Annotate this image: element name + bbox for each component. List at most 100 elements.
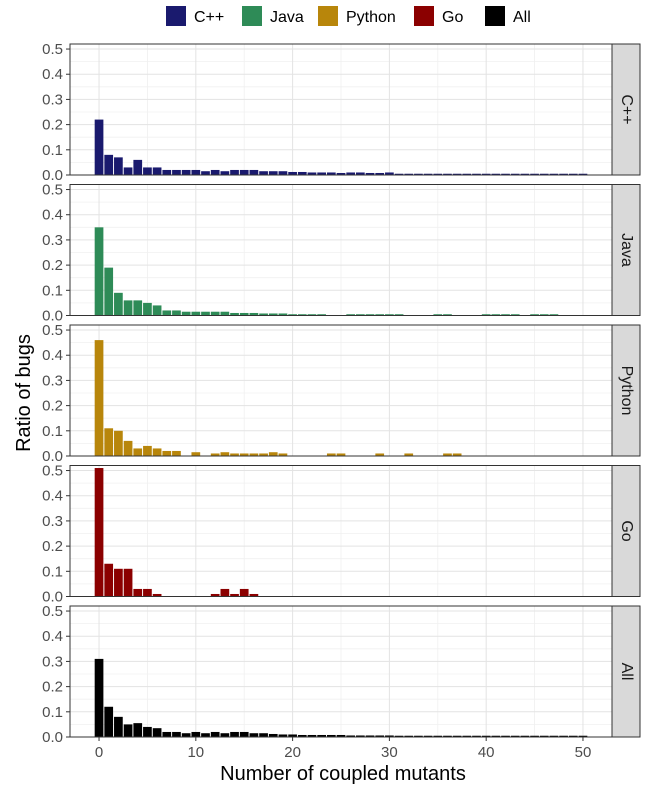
bar [568,735,578,737]
y-tick-label: 0.4 [42,488,63,505]
bar [452,735,462,737]
bar [433,735,443,737]
legend-label: C++ [194,9,224,26]
bar [230,312,239,316]
bar [152,728,162,737]
bar [123,724,133,737]
bar [114,568,123,597]
bar [375,172,385,175]
y-tick-label: 0.0 [42,308,63,325]
bar [481,735,491,737]
bar [346,314,356,316]
legend-label: Python [346,9,396,26]
bar [172,731,181,737]
y-tick-label: 0.5 [42,463,63,480]
bar [578,173,588,175]
bar [114,292,123,316]
bar [307,734,317,737]
bar [443,735,452,737]
bar [191,169,201,175]
bar [278,734,288,737]
bar [220,452,230,456]
bar [133,588,143,597]
bar [423,735,433,737]
x-tick-label: 20 [284,744,301,761]
bar [356,735,365,737]
bar [385,314,394,316]
bar [259,733,268,737]
bar [433,314,443,316]
bar [210,311,220,316]
bar [501,173,510,175]
bar [481,314,491,316]
bar [104,428,114,456]
bar [288,171,297,175]
legend-key-python [318,6,338,26]
bar [268,452,278,456]
bar [201,733,210,737]
bar [94,119,104,175]
bar [365,314,375,316]
bar [133,448,143,456]
bar [181,311,191,316]
bar [133,723,143,737]
bar [133,300,143,316]
bar [375,735,385,737]
y-tick-label: 0.1 [42,142,63,159]
bar [539,173,549,175]
bar [404,735,414,737]
bar [123,300,133,316]
y-tick-label: 0.4 [42,66,63,83]
bar [239,169,249,175]
bar [297,171,307,175]
bar [123,440,133,456]
bar [365,172,375,175]
y-tick-label: 0.5 [42,603,63,620]
y-tick-label: 0.4 [42,628,63,645]
panel-java: 0.0 0.1 0.2 0.3 0.4 0.5 Java [42,182,641,325]
bar [249,169,259,175]
strip-label: Python [618,366,635,416]
x-tick-label: 50 [575,744,592,761]
bar [375,453,385,456]
y-tick-label: 0.2 [42,398,63,415]
y-tick-label: 0.0 [42,167,63,184]
x-tick-label: 0 [95,744,103,761]
bar [268,313,278,316]
bar [94,658,104,737]
panel-python: 0.0 0.1 0.2 0.3 0.4 0.5 Python [42,322,641,465]
bar [104,154,114,175]
legend-key-all [485,6,505,26]
bar [336,734,346,737]
bar [326,172,336,175]
bar [404,173,414,175]
bar [220,311,230,316]
bar [385,735,394,737]
bar [230,593,239,597]
bar [346,735,356,737]
bar [172,310,181,316]
bar [559,173,568,175]
panel-go: 0.0 0.1 0.2 0.3 0.4 0.5 Go [42,463,641,606]
x-tick-label: 40 [478,744,495,761]
bar [191,311,201,316]
bar [201,171,210,175]
y-tick-label: 0.3 [42,372,63,389]
y-tick-label: 0.3 [42,513,63,530]
bar [230,453,239,456]
bar [249,453,259,456]
bar [239,588,249,597]
bar [549,314,559,316]
bar [297,314,307,316]
bar [123,167,133,175]
bar [152,593,162,597]
bar [239,312,249,316]
y-axis-title: Ratio of bugs [13,334,35,452]
bar [404,453,414,456]
bar [443,173,452,175]
y-tick-label: 0.2 [42,117,63,134]
bar [530,173,539,175]
bar [104,563,114,597]
bar [259,171,268,175]
